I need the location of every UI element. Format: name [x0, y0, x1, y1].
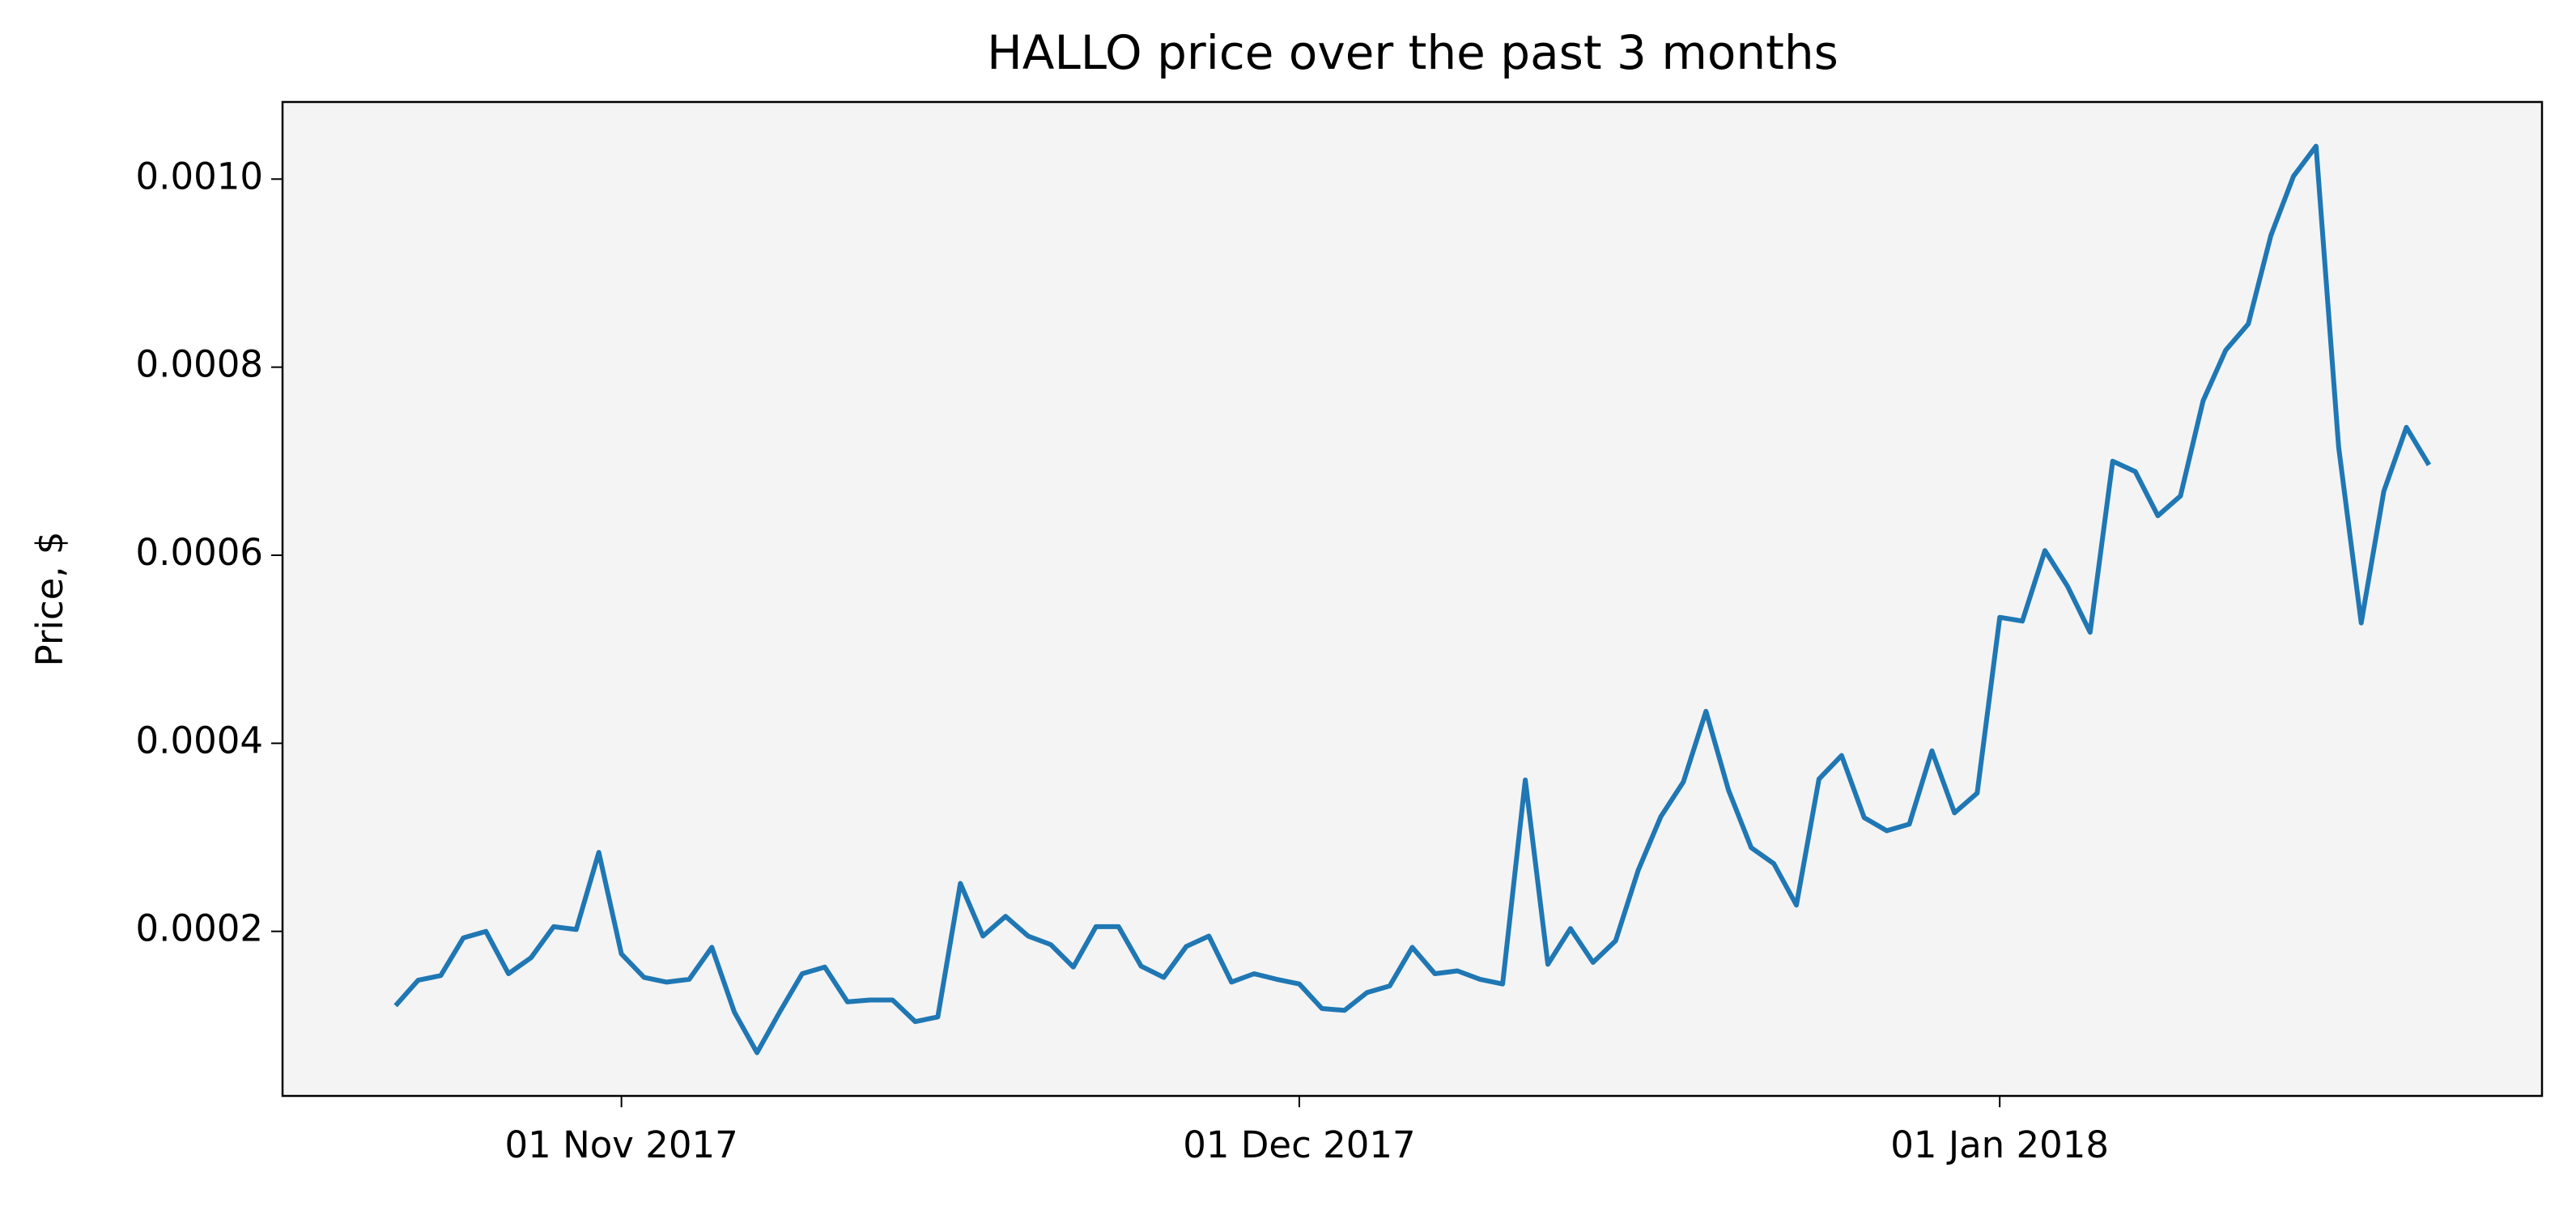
y-tick-label: 0.0010: [136, 155, 263, 197]
plot-frame: [281, 100, 2544, 1098]
chart-title: HALLO price over the past 3 months: [987, 25, 1838, 80]
x-tick-label: 01 Jan 2018: [1890, 1123, 2109, 1166]
y-tick-label: 0.0006: [136, 531, 263, 574]
y-tick-label: 0.0002: [136, 907, 263, 950]
price-line: [393, 143, 2431, 1055]
y-tick-label: 0.0004: [136, 719, 263, 762]
y-tick-label: 0.0008: [136, 343, 263, 386]
x-tick-label: 01 Nov 2017: [505, 1123, 738, 1166]
x-tick-label: 01 Dec 2017: [1183, 1123, 1415, 1166]
y-axis-label: Price, $: [28, 531, 71, 666]
plot-area: [283, 102, 2542, 1096]
